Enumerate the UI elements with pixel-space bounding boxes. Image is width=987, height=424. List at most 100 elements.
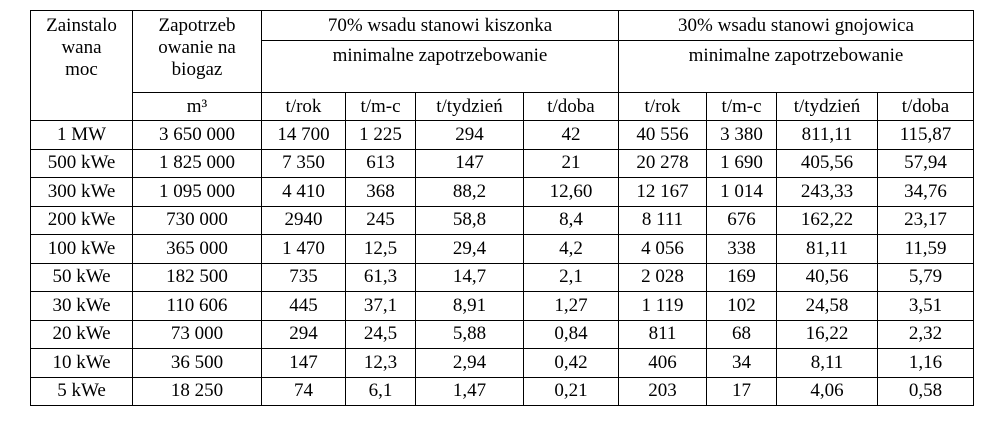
- table-cell: 300 kWe: [30, 177, 133, 207]
- table-cell: 245: [345, 205, 416, 235]
- table-cell: 0,58: [877, 376, 974, 406]
- table-cell: 243,33: [776, 177, 878, 207]
- table-cell: 102: [706, 291, 777, 321]
- header-line: moc: [65, 59, 98, 80]
- table-cell: 8,91: [415, 291, 524, 321]
- table-cell: 12,3: [345, 348, 416, 378]
- table-cell: 73 000: [132, 319, 262, 349]
- table-cell: 2 028: [618, 262, 707, 292]
- table-cell: 4,06: [776, 376, 878, 406]
- table-cell: 7 350: [261, 148, 346, 178]
- table-cell: 100 kWe: [30, 234, 133, 264]
- table-cell: 3 650 000: [132, 120, 262, 150]
- table-cell: 1,16: [877, 348, 974, 378]
- table-cell: 61,3: [345, 262, 416, 292]
- table-cell: 23,17: [877, 205, 974, 235]
- table-cell: 11,59: [877, 234, 974, 264]
- table-cell: 0,42: [523, 348, 619, 378]
- table-cell: 0,84: [523, 319, 619, 349]
- group-title: 70% wsadu stanowi kiszonka: [261, 10, 619, 41]
- table-cell: 4 056: [618, 234, 707, 264]
- header-line: Zapotrzeb: [158, 15, 236, 36]
- data-table: Zainstalo wana moc Zapotrzeb owanie na bioga…: [30, 10, 974, 406]
- table-cell: 110 606: [132, 291, 262, 321]
- table-cell: 1,27: [523, 291, 619, 321]
- table-cell: 1,47: [415, 376, 524, 406]
- header-line: owanie na: [158, 37, 236, 58]
- table-cell: 40 556: [618, 120, 707, 150]
- table-cell: 42: [523, 120, 619, 150]
- table-cell: 1 470: [261, 234, 346, 264]
- table-cell: 5,79: [877, 262, 974, 292]
- table-cell: 2,94: [415, 348, 524, 378]
- table-cell: 6,1: [345, 376, 416, 406]
- table-cell: 445: [261, 291, 346, 321]
- table-cell: 811,11: [776, 120, 878, 150]
- table-cell: 405,56: [776, 148, 878, 178]
- table-cell: 676: [706, 205, 777, 235]
- table-cell: 4 410: [261, 177, 346, 207]
- header-installed: Zainstalo wana moc: [30, 10, 133, 121]
- table-cell: 200 kWe: [30, 205, 133, 235]
- table-cell: 37,1: [345, 291, 416, 321]
- table-cell: 12,5: [345, 234, 416, 264]
- unit: m³: [132, 92, 262, 121]
- table-cell: 338: [706, 234, 777, 264]
- table-cell: 147: [261, 348, 346, 378]
- table-body: Zainstalo wana moc Zapotrzeb owanie na bioga…: [30, 10, 974, 406]
- group-title: 30% wsadu stanowi gnojowica: [618, 10, 974, 41]
- table-cell: 1 119: [618, 291, 707, 321]
- table-cell: 4,2: [523, 234, 619, 264]
- table-row: 50 kWe 182 500 735 61,3 14,7 2,1 2 028 169 40,56…: [30, 262, 974, 292]
- table-row: 20 kWe 73 000 294 24,5 5,88 0,84 811 68 16,22 2,3…: [30, 319, 974, 349]
- table-cell: 68: [706, 319, 777, 349]
- table-cell: 294: [415, 120, 524, 150]
- unit: t/tydzień: [776, 92, 878, 121]
- table-cell: 8,4: [523, 205, 619, 235]
- header-line: biogaz: [171, 59, 223, 80]
- table-row: 300 kWe 1 095 000 4 410 368 88,2 12,60 12 167 1…: [30, 177, 974, 207]
- table-row: 5 kWe 18 250 74 6,1 1,47 0,21 203 17 4,06 0,58: [30, 376, 974, 406]
- table-cell: 1 690: [706, 148, 777, 178]
- table-cell: 50 kWe: [30, 262, 133, 292]
- table-cell: 12,60: [523, 177, 619, 207]
- unit: t/m-c: [706, 92, 777, 121]
- table-cell: 115,87: [877, 120, 974, 150]
- table-cell: 2940: [261, 205, 346, 235]
- group-subtitle: minimalne zapotrzebowanie: [261, 40, 619, 93]
- table-cell: 162,22: [776, 205, 878, 235]
- unit: t/tydzień: [415, 92, 524, 121]
- table-cell: 1 225: [345, 120, 416, 150]
- header-demand: Zapotrzeb owanie na biogaz: [132, 10, 262, 93]
- table-cell: 24,58: [776, 291, 878, 321]
- table-cell: 2,1: [523, 262, 619, 292]
- table-cell: 58,8: [415, 205, 524, 235]
- table-row: 200 kWe 730 000 2940 245 58,8 8,4 8 111 676 162,…: [30, 205, 974, 235]
- table-cell: 74: [261, 376, 346, 406]
- table-cell: 1 095 000: [132, 177, 262, 207]
- table-cell: 1 MW: [30, 120, 133, 150]
- table-cell: 21: [523, 148, 619, 178]
- table-cell: 40,56: [776, 262, 878, 292]
- table-cell: 12 167: [618, 177, 707, 207]
- table-cell: 17: [706, 376, 777, 406]
- unit: t/rok: [261, 92, 346, 121]
- table-cell: 406: [618, 348, 707, 378]
- table-cell: 30 kWe: [30, 291, 133, 321]
- header-line: wana: [61, 37, 102, 58]
- table-cell: 5,88: [415, 319, 524, 349]
- table-cell: 8 111: [618, 205, 707, 235]
- table-cell: 8,11: [776, 348, 878, 378]
- table-cell: 24,5: [345, 319, 416, 349]
- table-cell: 500 kWe: [30, 148, 133, 178]
- table-cell: 3,51: [877, 291, 974, 321]
- table-cell: 36 500: [132, 348, 262, 378]
- table-cell: 0,21: [523, 376, 619, 406]
- table-row: 500 kWe 1 825 000 7 350 613 147 21 20 278 1 690…: [30, 148, 974, 178]
- table-cell: 735: [261, 262, 346, 292]
- group-subtitle: minimalne zapotrzebowanie: [618, 40, 974, 93]
- table-cell: 203: [618, 376, 707, 406]
- table-cell: 88,2: [415, 177, 524, 207]
- unit: t/rok: [618, 92, 707, 121]
